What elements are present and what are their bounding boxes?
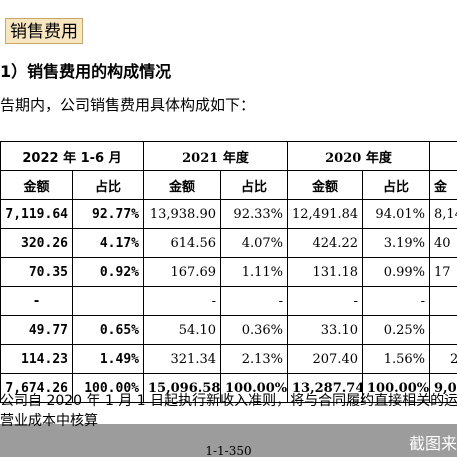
table-cell: 92.77% xyxy=(73,200,144,229)
period-header xyxy=(430,142,457,171)
page-number: 1-1-350 xyxy=(0,444,457,458)
table-cell: 1.11% xyxy=(221,258,288,287)
table-cell: - xyxy=(144,287,221,316)
table-cell: 2.13% xyxy=(221,345,288,374)
table-cell: 7,119.64 xyxy=(1,200,73,229)
table-cell: 0.92% xyxy=(73,258,144,287)
period-header-row: 2022 年 1-6 月 2021 年度 2020 年度 xyxy=(1,142,457,171)
table-cell: 1.56% xyxy=(363,345,430,374)
table-cell: 12,491.84 xyxy=(288,200,363,229)
table-cell: 614.56 xyxy=(144,229,221,258)
table-row: 320.26 4.17% 614.56 4.07% 424.22 3.19% 4… xyxy=(1,229,457,258)
table-row: 7,119.64 92.77% 13,938.90 92.33% 12,491.… xyxy=(1,200,457,229)
watermark-text: 截图来 xyxy=(409,430,457,454)
table-cell: 92.33% xyxy=(221,200,288,229)
table-cell: 70.35 xyxy=(1,258,73,287)
table-cell: 207.40 xyxy=(288,345,363,374)
column-header: 占比 xyxy=(363,171,430,200)
table-cell: 0.25% xyxy=(363,316,430,345)
table-cell: 21 xyxy=(430,345,457,374)
period-header: 2020 年度 xyxy=(288,142,430,171)
table-row: 49.77 0.65% 54.10 0.36% 33.10 0.25% 2 xyxy=(1,316,457,345)
sales-expense-table: 2022 年 1-6 月 2021 年度 2020 年度 金额 占比 金额 占比… xyxy=(0,141,457,403)
section-heading: 1）销售费用的构成情况 xyxy=(0,58,171,82)
column-header: 金 xyxy=(430,171,457,200)
table-row: - - - - - 9 xyxy=(1,287,457,316)
table-cell: 40 xyxy=(430,229,457,258)
column-header: 金额 xyxy=(144,171,221,200)
column-header: 金额 xyxy=(1,171,73,200)
footnote-line: 营业成本中核算 xyxy=(0,410,98,430)
table-cell: 131.18 xyxy=(288,258,363,287)
table-cell: 2 xyxy=(430,316,457,345)
table-cell: 0.99% xyxy=(363,258,430,287)
table-cell: 4.17% xyxy=(73,229,144,258)
table-cell: 4.07% xyxy=(221,229,288,258)
table-cell xyxy=(73,287,144,316)
table-cell: 94.01% xyxy=(363,200,430,229)
table-cell: 114.23 xyxy=(1,345,73,374)
table-cell: 33.10 xyxy=(288,316,363,345)
table-row: 70.35 0.92% 167.69 1.11% 131.18 0.99% 17 xyxy=(1,258,457,287)
column-header: 占比 xyxy=(73,171,144,200)
table-cell: - xyxy=(221,287,288,316)
table-cell: - xyxy=(363,287,430,316)
table-cell: 17 xyxy=(430,258,457,287)
column-header: 占比 xyxy=(221,171,288,200)
table-cell: 0.36% xyxy=(221,316,288,345)
footnote-line: 公司自 2020 年 1 月 1 日起执行新收入准则，将与合同履约直接相关的运 xyxy=(0,390,457,410)
table-cell: 13,938.90 xyxy=(144,200,221,229)
section-tag: 销售费用 xyxy=(5,18,83,44)
period-header: 2022 年 1-6 月 xyxy=(1,142,144,171)
period-header: 2021 年度 xyxy=(144,142,288,171)
table-cell: 49.77 xyxy=(1,316,73,345)
table-cell: 320.26 xyxy=(1,229,73,258)
table-cell: 321.34 xyxy=(144,345,221,374)
table-cell: 9 xyxy=(430,287,457,316)
intro-text: 告期内，公司销售费用具体构成如下： xyxy=(0,94,255,115)
table-cell: 8,14 xyxy=(430,200,457,229)
table-cell: 0.65% xyxy=(73,316,144,345)
table-cell: 424.22 xyxy=(288,229,363,258)
table-cell: 3.19% xyxy=(363,229,430,258)
subheader-row: 金额 占比 金额 占比 金额 占比 金 xyxy=(1,171,457,200)
table-cell: 54.10 xyxy=(144,316,221,345)
table-row: 114.23 1.49% 321.34 2.13% 207.40 1.56% 2… xyxy=(1,345,457,374)
table-cell: 1.49% xyxy=(73,345,144,374)
table-cell: 167.69 xyxy=(144,258,221,287)
table-cell: - xyxy=(1,287,73,316)
column-header: 金额 xyxy=(288,171,363,200)
table-cell: - xyxy=(288,287,363,316)
